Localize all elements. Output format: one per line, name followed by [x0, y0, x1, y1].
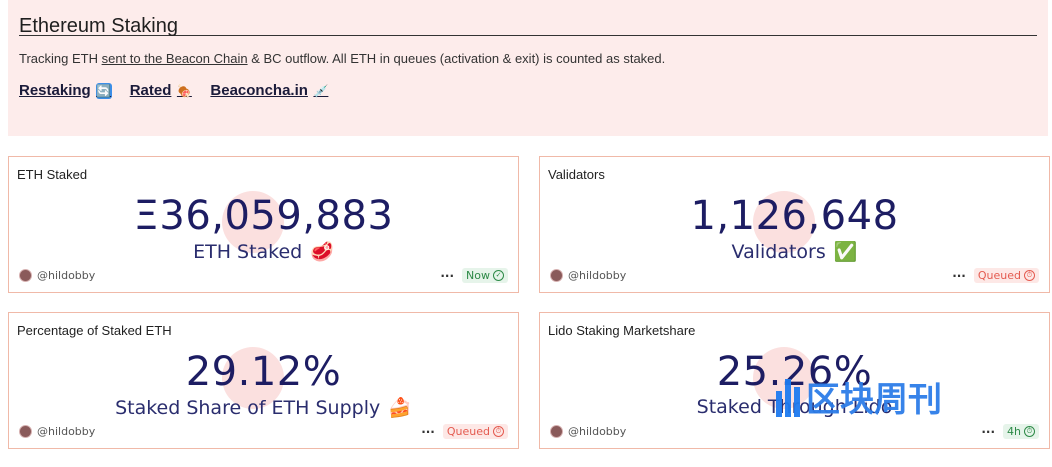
check-circle-icon: ✓ [493, 270, 504, 281]
eth-staked-card: ETH Staked Ξ36,059,883 ETH Staked 🥩 @hild… [8, 156, 519, 293]
card-title: Validators [548, 167, 605, 182]
status-label: 4h [1007, 425, 1021, 438]
card-status: ··· Now ✓ [440, 268, 508, 283]
card-author[interactable]: @hildobby [19, 269, 95, 282]
beaconchain-link[interactable]: Beaconcha.in 💉 [210, 82, 329, 99]
staked-percentage-card: Percentage of Staked ETH 29.12% Staked S… [8, 312, 519, 449]
card-author[interactable]: @hildobby [19, 425, 95, 438]
card-glow [221, 347, 284, 409]
watermark-logo: 区块周刊 [776, 372, 942, 421]
more-options-icon[interactable]: ··· [952, 268, 966, 283]
author-name: @hildobby [37, 425, 96, 438]
card-title: Lido Staking Marketshare [548, 323, 696, 338]
rated-link[interactable]: Rated 🍖 [130, 82, 193, 99]
card-value: Ξ36,059,883 [133, 193, 394, 239]
card-subtitle: ETH Staked 🥩 [9, 240, 518, 264]
refresh-icon: 🔄 [95, 82, 112, 99]
meat-icon: 🍖 [176, 83, 192, 98]
desc-suffix: & BC outflow. All ETH in queues (activat… [247, 51, 666, 66]
more-options-icon[interactable]: ··· [440, 268, 455, 283]
restaking-link[interactable]: Restaking 🔄 [19, 82, 112, 99]
card-glow [752, 191, 815, 253]
page-title: Ethereum Staking [19, 0, 1037, 37]
card-value: 29.12% [185, 349, 342, 395]
syringe-icon: 💉 [313, 83, 329, 98]
card-status: ··· Queued ⏱ [421, 424, 508, 439]
cake-icon: 🍰 [388, 397, 412, 419]
status-badge: Now ✓ [462, 268, 508, 283]
card-value: 1,126,648 [690, 193, 899, 239]
timer-icon: ⏱ [1024, 426, 1035, 437]
avatar [19, 425, 32, 438]
page-description: Tracking ETH sent to the Beacon Chain & … [19, 51, 1037, 66]
restaking-link-label: Restaking [19, 82, 91, 99]
card-glow [752, 347, 815, 409]
status-label: Now [466, 269, 490, 282]
card-subtitle-text: Validators [731, 240, 826, 263]
avatar [550, 425, 563, 438]
card-glow [221, 191, 284, 253]
status-badge: Queued ⏱ [442, 424, 508, 439]
author-name: @hildobby [568, 425, 627, 438]
card-subtitle: Staked Share of ETH Supply 🍰 [9, 396, 518, 420]
desc-prefix: Tracking ETH [19, 51, 102, 66]
steak-icon: 🥩 [310, 241, 334, 263]
card-subtitle: Validators ✅ [540, 240, 1049, 264]
card-title: Percentage of Staked ETH [17, 323, 172, 338]
card-author[interactable]: @hildobby [550, 425, 626, 438]
header-links: Restaking 🔄 Rated 🍖 Beaconcha.in 💉 [19, 82, 1037, 99]
card-author[interactable]: @hildobby [550, 269, 626, 282]
avatar [550, 269, 563, 282]
more-options-icon[interactable]: ··· [421, 424, 435, 439]
watermark-bars-icon [776, 377, 800, 417]
avatar [19, 269, 32, 282]
card-title: ETH Staked [17, 167, 88, 182]
timer-icon: ⏱ [493, 426, 504, 437]
rated-link-label: Rated [129, 82, 172, 99]
dashboard-header: Ethereum Staking Tracking ETH sent to th… [8, 0, 1048, 136]
more-options-icon[interactable]: ··· [981, 424, 996, 439]
check-mark-icon: ✅ [833, 241, 858, 263]
validators-card: Validators 1,126,648 Validators ✅ @hildob… [539, 156, 1050, 293]
beaconchain-link-label: Beaconcha.in [210, 82, 308, 99]
author-name: @hildobby [568, 269, 627, 282]
card-status: ··· Queued ⏱ [952, 268, 1039, 283]
status-label: Queued [446, 425, 490, 438]
beacon-chain-link[interactable]: sent to the Beacon Chain [101, 51, 248, 66]
status-label: Queued [977, 269, 1021, 282]
status-badge: Queued ⏱ [973, 268, 1039, 283]
author-name: @hildobby [37, 269, 96, 282]
timer-icon: ⏱ [1024, 270, 1035, 281]
lido-marketshare-card: Lido Staking Marketshare 25.26% Staked T… [539, 312, 1050, 449]
status-badge: 4h ⏱ [1003, 424, 1039, 439]
card-status: ··· 4h ⏱ [981, 424, 1039, 439]
watermark-text: 区块周刊 [806, 380, 942, 420]
card-subtitle-text: ETH Staked [193, 240, 303, 263]
card-subtitle-text: Staked Share of ETH Supply [115, 396, 381, 419]
